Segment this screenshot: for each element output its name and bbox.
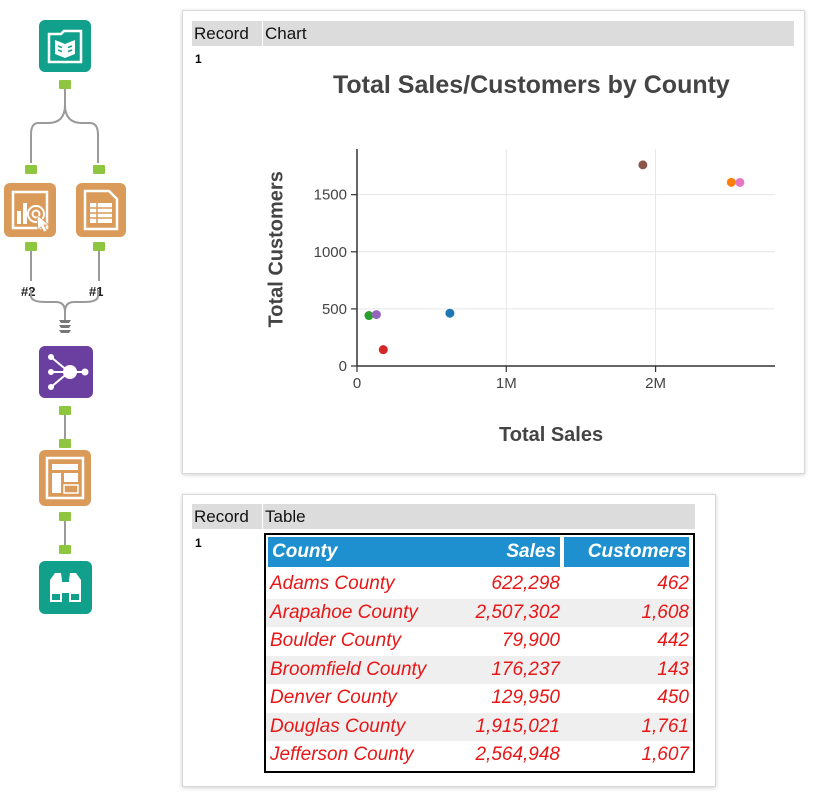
interactive-chart-tool[interactable]	[4, 183, 56, 237]
sales-cell: 79,900	[501, 630, 560, 651]
customers-cell: 1,761	[641, 715, 689, 737]
record-column-header[interactable]: Record	[194, 24, 249, 43]
browse-tool-icon	[50, 573, 81, 602]
chart-column-header[interactable]: Chart	[265, 24, 307, 43]
table-row: Jefferson County 2,564,948 1,607	[266, 741, 693, 770]
connection-wires	[30, 105, 99, 163]
table-row: Broomfield County 176,237 143	[266, 655, 693, 684]
customers-cell: 1,607	[641, 744, 689, 765]
connection-label-1: #1	[89, 284, 104, 299]
chart-gridlines	[357, 149, 775, 366]
column-header-sales[interactable]: Sales	[458, 537, 560, 567]
table-row: Arapahoe County 2,507,302 1,608	[266, 598, 693, 627]
county-cell: Douglas County	[270, 715, 406, 737]
table-results-panel: Record Table 1 County Sales Customers Ad…	[182, 494, 716, 787]
scatter-point[interactable]	[735, 177, 745, 187]
sales-cell: 129,950	[491, 687, 560, 708]
sales-cell: 2,564,948	[475, 744, 560, 765]
scatter-chart: 0 500 1000 1500 0 1M 2M	[314, 149, 775, 392]
y-axis-title: Total Customers	[265, 171, 288, 328]
record-column-header[interactable]: Record	[194, 507, 249, 526]
chart-panel-header: Record Chart	[192, 21, 794, 46]
output-anchor[interactable]	[25, 242, 37, 251]
y-tick-label: 1000	[314, 244, 347, 261]
output-anchor[interactable]	[59, 80, 71, 89]
x-tick-label: 1M	[496, 375, 517, 392]
scatter-point[interactable]	[445, 308, 455, 318]
customers-cell: 442	[657, 630, 689, 651]
scatter-point[interactable]	[378, 345, 388, 355]
sales-cell: 2,507,302	[475, 601, 560, 623]
x-tick-label: 2M	[645, 375, 666, 392]
record-number: 1	[195, 536, 202, 550]
output-anchor[interactable]	[59, 512, 71, 521]
render-report-tool-icon	[45, 456, 85, 500]
connection-wires	[30, 290, 99, 333]
render-tool[interactable]	[39, 450, 91, 506]
sales-cell: 176,237	[491, 658, 560, 680]
customers-cell: 143	[657, 658, 689, 680]
table-row: Denver County 129,950 450	[266, 684, 693, 713]
table-tool[interactable]	[76, 183, 126, 237]
table-row: Adams County 622,298 462	[266, 570, 693, 599]
layout-tool[interactable]	[39, 346, 93, 398]
input-anchor[interactable]	[59, 439, 71, 448]
record-number: 1	[195, 52, 202, 66]
county-cell: Broomfield County	[270, 658, 427, 680]
input-anchor[interactable]	[93, 165, 105, 174]
table-row: Douglas County 1,915,021 1,761	[266, 712, 693, 741]
county-cell: Arapahoe County	[270, 601, 418, 623]
scatter-point[interactable]	[726, 177, 736, 187]
input-data-tool-icon	[47, 29, 83, 64]
sales-cell: 1,915,021	[475, 715, 560, 737]
county-cell: Jefferson County	[270, 744, 414, 765]
output-anchor[interactable]	[93, 242, 105, 251]
scatter-point[interactable]	[638, 160, 648, 170]
sales-cell: 622,298	[491, 573, 560, 594]
input-anchor[interactable]	[59, 545, 71, 554]
column-header-county[interactable]: County	[268, 537, 458, 567]
y-tick-label: 0	[339, 358, 347, 375]
scatter-point[interactable]	[364, 311, 374, 321]
browse-interactive-chart-tool-icon	[11, 190, 51, 233]
chart-title: Total Sales/Customers by County	[333, 71, 730, 99]
county-cell: Adams County	[270, 573, 395, 594]
layout-tool-icon	[48, 354, 89, 390]
customers-cell: 1,608	[641, 601, 689, 623]
table-row: Boulder County 79,900 442	[266, 627, 693, 656]
customers-cell: 462	[657, 573, 689, 594]
customers-cell: 450	[657, 687, 689, 708]
x-tick-label: 0	[353, 375, 361, 392]
chart-results-panel: Record Chart 1 Total Sales/Customers by …	[182, 10, 805, 474]
output-anchor[interactable]	[59, 406, 71, 415]
table-column-header[interactable]: Table	[265, 507, 306, 526]
y-tick-label: 1500	[314, 187, 347, 204]
browse-tool[interactable]	[39, 561, 92, 614]
input-anchor[interactable]	[25, 165, 37, 174]
table-tool-icon	[83, 189, 119, 231]
county-cell: Boulder County	[270, 630, 401, 651]
scatter-point[interactable]	[371, 310, 381, 320]
x-axis-title: Total Sales	[499, 424, 604, 446]
table-panel-header: Record Table	[192, 504, 695, 529]
y-tick-label: 500	[322, 301, 347, 318]
column-header-customers[interactable]: Customers	[564, 537, 689, 567]
input-data-tool[interactable]	[39, 20, 91, 72]
county-sales-table: County Sales Customers Adams County 622,…	[264, 533, 695, 773]
county-cell: Denver County	[270, 687, 397, 708]
